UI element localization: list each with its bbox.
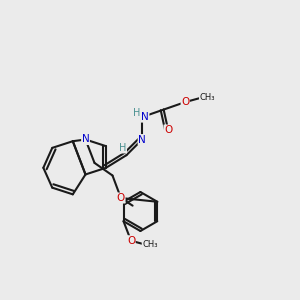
Text: CH₃: CH₃ [142, 240, 158, 249]
Text: O: O [127, 236, 135, 246]
Text: O: O [181, 97, 189, 107]
Text: N: N [141, 112, 149, 122]
Text: H: H [133, 109, 140, 118]
Text: O: O [164, 125, 172, 135]
Text: O: O [117, 193, 125, 203]
Text: N: N [138, 135, 146, 145]
Text: N: N [82, 134, 89, 145]
Text: CH₃: CH₃ [200, 93, 215, 102]
Text: H: H [119, 143, 127, 153]
